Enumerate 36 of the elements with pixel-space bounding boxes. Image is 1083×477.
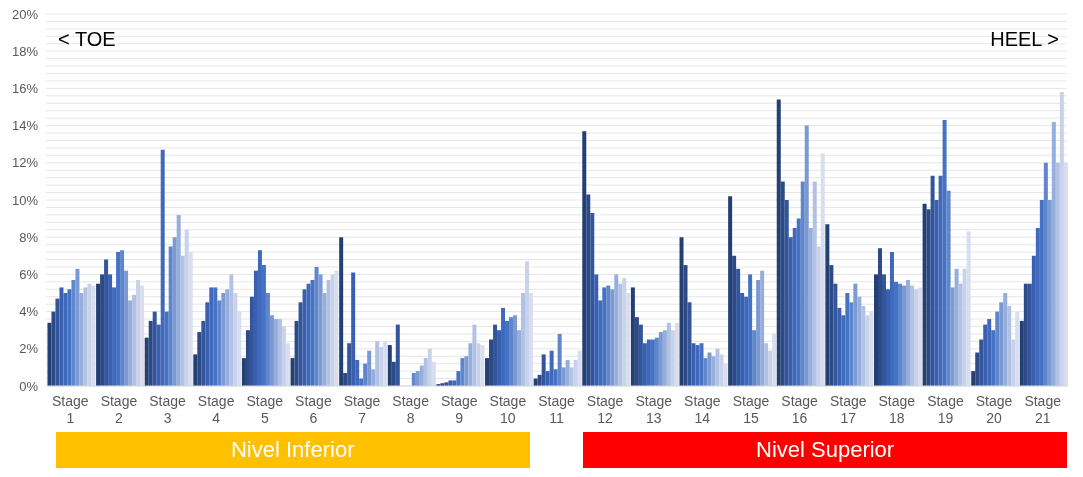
x-tick-label: Stage 1 — [52, 393, 89, 426]
y-tick-label: 18% — [11, 43, 39, 59]
x-tick-label: Stage 21 — [1024, 393, 1062, 426]
y-tick-label: 20% — [11, 6, 39, 22]
x-tick-label: Stage 9 — [440, 393, 478, 426]
x-tick-label: Stage 6 — [295, 393, 332, 426]
x-tick-label: Stage 2 — [100, 393, 138, 426]
x-tick-label: Stage 14 — [684, 393, 721, 426]
x-tick-label: Stage 20 — [975, 393, 1013, 426]
x-tick-label: Stage 12 — [586, 393, 624, 426]
y-tick-label: 2% — [19, 341, 39, 357]
x-tick-label: Stage 5 — [246, 393, 284, 426]
x-tick-label: Stage 3 — [149, 393, 187, 426]
annotation: HEEL > — [990, 28, 1059, 51]
x-tick-label: Stage 16 — [781, 393, 819, 426]
y-tick-label: 16% — [11, 81, 39, 97]
text: Nivel Superior — [583, 432, 1067, 468]
y-tick-label: 12% — [11, 155, 39, 171]
y-tick-label: 8% — [19, 229, 39, 245]
x-tick-label: Stage 17 — [829, 393, 867, 426]
text: Nivel Inferior — [55, 432, 530, 468]
x-tick-label: Stage 13 — [635, 393, 673, 426]
x-tick-label: Stage 10 — [489, 393, 527, 426]
y-tick-label: 0% — [19, 378, 39, 394]
x-tick-label: Stage 11 — [538, 393, 575, 426]
y-tick-label: 4% — [19, 304, 39, 320]
x-tick-label: Stage 4 — [197, 393, 235, 426]
x-tick-label: Stage 8 — [392, 393, 430, 426]
y-tick-label: 10% — [11, 192, 39, 208]
x-tick-label: Stage 18 — [878, 393, 916, 426]
annotation: < TOE — [58, 28, 116, 51]
x-tick-label: Stage 7 — [343, 393, 381, 426]
x-tick-label: Stage 15 — [732, 393, 770, 426]
x-tick-label: Stage 19 — [927, 393, 964, 426]
y-tick-label: 14% — [11, 118, 39, 134]
y-tick-label: 6% — [19, 267, 39, 283]
